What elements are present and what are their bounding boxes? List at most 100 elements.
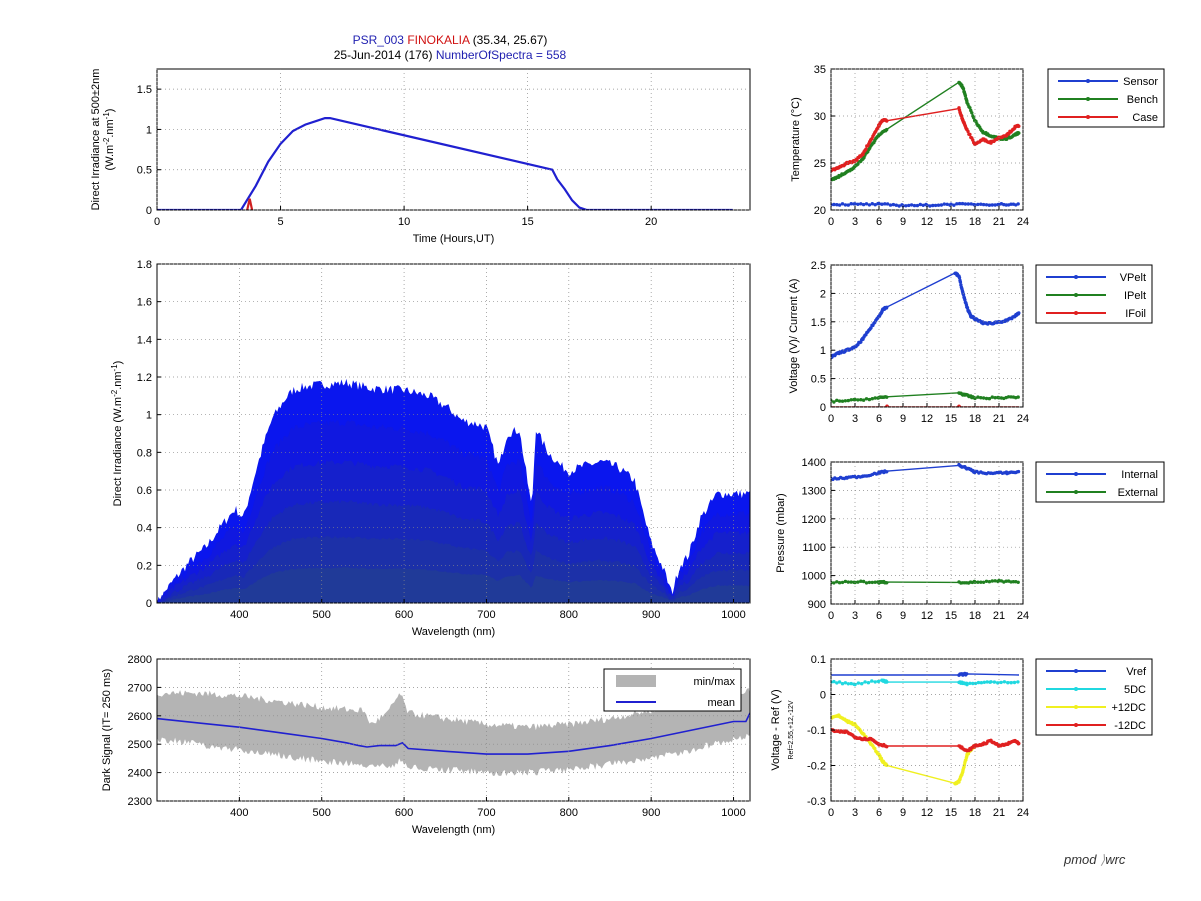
time-irradiance-xtick-label: 5: [277, 216, 283, 228]
spectra-xtick-label: 400: [230, 609, 248, 621]
voltage-ref-point-5dc: [968, 681, 972, 685]
temperature-plot-area: [831, 80, 1021, 208]
time-irradiance-xtick-label: 0: [154, 216, 160, 228]
time-irradiance-ylabel: Direct Irradiance at 500±2nm: [90, 69, 102, 211]
voltage-current-point-ipelt: [837, 399, 842, 403]
pressure-point-external: [990, 579, 994, 583]
dark-signal-xtick-label: 400: [230, 807, 248, 819]
temperature-point-sensor: [966, 202, 970, 206]
temperature-point-sensor: [957, 201, 962, 206]
temperature-point-sensor: [853, 202, 857, 206]
voltage-current-point-ipelt: [840, 399, 845, 403]
voltage-ref-point-5dc: [965, 682, 969, 687]
spectra-xtick-label: 900: [642, 609, 660, 621]
time-irradiance-ytick-label: 1.5: [137, 84, 152, 96]
voltage-ref-point-5dc: [976, 680, 981, 685]
voltage-ref-series-vref: [831, 673, 1020, 676]
spectra-ytick-label: 0.6: [137, 485, 152, 497]
spectra-xtick-label: 700: [477, 609, 495, 621]
spectra-ytick-label: 1.2: [137, 372, 152, 384]
temperature-point-bench: [970, 111, 974, 115]
legend-label-ipelt: IPelt: [1124, 290, 1146, 302]
voltage-ref-point-5dc: [843, 681, 848, 685]
legend-marker: [1086, 97, 1090, 101]
voltage-current-ytick-label: 1.5: [811, 317, 826, 329]
voltage-ref-point-5dc: [846, 682, 850, 686]
temperature-xtick-label: 6: [876, 216, 882, 228]
voltage-ref-point-5dc: [971, 681, 975, 686]
voltage-ref-point-5dc: [849, 681, 853, 686]
pressure-point-external: [867, 580, 872, 585]
voltage-ref-point-5dc: [992, 680, 997, 684]
dark-signal-xtick-label: 1000: [721, 807, 745, 819]
temperature-chart: 0 3 6 9 12 15 18 21 24 20 25 30 35 Temperature (°C) Se…: [790, 64, 1165, 228]
voltage-ref-point-5dc: [885, 680, 889, 684]
voltage-current-xtick-label: 21: [993, 413, 1005, 425]
legend-marker: [1074, 687, 1078, 691]
voltage-ref-point-5dc: [982, 680, 986, 684]
temperature-point-sensor: [952, 203, 956, 207]
legend-marker: [1086, 79, 1090, 83]
voltage-ref-point-5dc: [1006, 681, 1010, 685]
legend-marker: [1074, 311, 1078, 315]
voltage-current-point-ipelt: [981, 396, 986, 400]
pressure-point-external: [861, 579, 866, 584]
temperature-ylabel: Temperature (°C): [790, 97, 802, 181]
spectra-xtick-label: 1000: [721, 609, 745, 621]
voltage-current-point-ipelt: [979, 396, 983, 400]
voltage-ref-point-5dc: [1012, 680, 1017, 685]
temperature-point-sensor: [885, 202, 890, 206]
temperature-point-sensor: [843, 203, 848, 207]
spectrum-layer: [157, 567, 750, 603]
voltage-ref-point-5dc: [853, 682, 857, 687]
pressure-xtick-label: 21: [993, 610, 1005, 622]
pressure-legend: [1035, 461, 1165, 503]
time-irradiance-ytick-label: 0.5: [137, 165, 152, 177]
dark-signal-legend: [603, 668, 742, 712]
pressure-xtick-label: 9: [900, 610, 906, 622]
legend-label-12dc: +12DC: [1111, 702, 1146, 714]
voltage-current-point-ipelt: [976, 395, 980, 399]
dark-signal-ytick-label: 2400: [128, 768, 152, 780]
voltage-ref-point-12dc: [873, 746, 877, 751]
pressure-ylabel: Pressure (mbar): [775, 493, 787, 572]
voltage-ref-point-5dc: [870, 679, 874, 683]
temperature-point-sensor: [873, 203, 877, 207]
voltage-current-xtick-label: 0: [828, 413, 834, 425]
legend-label-external: External: [1118, 487, 1158, 499]
temperature-point-sensor: [936, 203, 941, 207]
voltage-current-xtick-label: 15: [945, 413, 957, 425]
legend-label-bench: Bench: [1127, 94, 1158, 106]
pressure-point-external: [832, 581, 836, 585]
temperature-point-sensor: [837, 203, 842, 207]
temperature-point-sensor: [984, 203, 989, 207]
pressure-point-external: [987, 580, 992, 584]
temperature-xtick-label: 9: [900, 216, 906, 228]
spectra-xtick-label: 600: [395, 609, 413, 621]
pressure-chart: 0 3 6 9 12 15 18 21 24 900 1000 1100 1200 1300 1400 Pre…: [775, 457, 1165, 622]
voltage-ref-point-5dc: [856, 681, 861, 685]
voltage-current-ylabel: Voltage (V)/ Current (A): [788, 279, 800, 394]
pressure-point-external: [870, 580, 874, 585]
temperature-point-sensor: [870, 202, 874, 206]
voltage-current-point-ipelt: [832, 400, 836, 404]
time-irradiance-ylabel: (W.m-2.nm-1): [102, 109, 117, 171]
temperature-point-sensor: [915, 203, 920, 208]
voltage-current-point-ipelt: [859, 398, 863, 402]
voltage-ref-xtick-label: 3: [852, 807, 858, 819]
temperature-point-sensor: [891, 202, 896, 207]
voltage-current-xtick-label: 12: [921, 413, 933, 425]
dark-signal-mean-line: [157, 712, 750, 755]
time-irradiance-ytick-label: 1: [146, 124, 152, 136]
dark-signal-xtick-label: 900: [642, 807, 660, 819]
spectra-chart: 400 500 600 700 800 900 1000 0 0.2 0.4 0.6 0.8 1 1.2 1…: [110, 259, 751, 638]
voltage-ref-point-5dc: [996, 681, 1000, 685]
temperature-point-sensor: [1016, 202, 1020, 206]
dark-signal-ytick-label: 2800: [128, 654, 152, 666]
temperature-point-case: [968, 132, 972, 137]
figure-header: PSR_003 FINOKALIA (35.34, 25.67): [0, 33, 900, 47]
pressure-ytick-label: 1300: [802, 485, 826, 497]
voltage-ref-ylabel: Ref=2.55,+12,-12V: [788, 700, 795, 759]
legend-marker: [1074, 293, 1078, 297]
